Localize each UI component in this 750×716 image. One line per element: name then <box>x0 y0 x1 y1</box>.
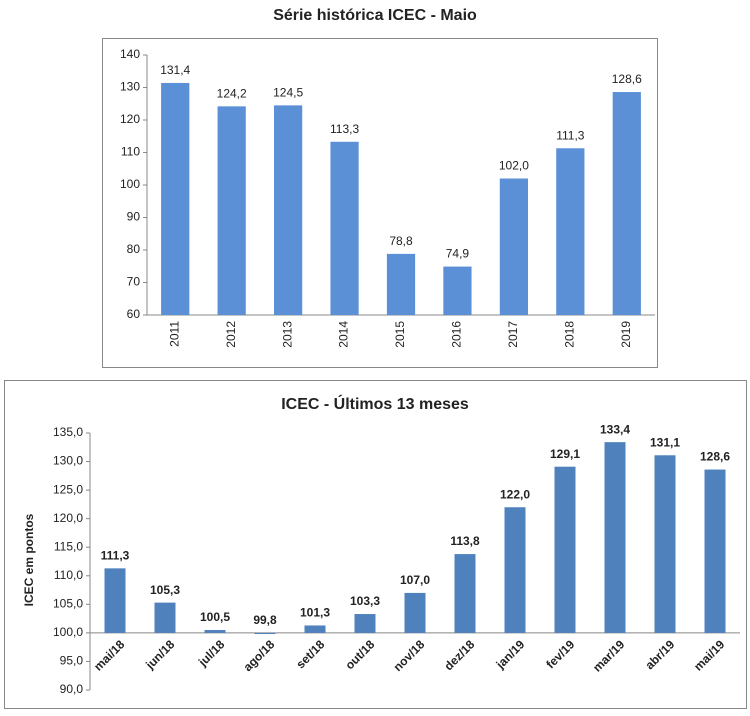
bar <box>404 592 426 633</box>
y-tick-label: 120,0 <box>53 511 83 525</box>
x-tick-label: 2017 <box>506 321 520 348</box>
value-label: 103,3 <box>350 594 380 608</box>
value-label: 129,1 <box>550 447 580 461</box>
value-label: 111,3 <box>556 128 585 142</box>
bar <box>154 602 176 633</box>
value-label: 131,1 <box>650 435 680 449</box>
value-label: 74,9 <box>446 247 470 261</box>
y-tick-label: 95,0 <box>60 654 84 668</box>
x-tick-label: 2014 <box>337 321 351 348</box>
bar <box>654 455 676 633</box>
value-label: 99,8 <box>253 613 277 627</box>
chart-title: ICEC - Últimos 13 meses <box>281 394 469 413</box>
y-axis-label: ICEC em pontos <box>22 513 36 606</box>
value-label: 102,0 <box>499 159 529 173</box>
bar <box>556 148 585 315</box>
y-tick-label: 130,0 <box>53 454 83 468</box>
bar <box>104 568 126 633</box>
value-label: 128,6 <box>700 450 730 464</box>
value-label: 124,5 <box>273 86 303 100</box>
x-tick-label: 2013 <box>280 321 294 348</box>
bar <box>217 106 246 315</box>
y-tick-label: 120 <box>120 112 140 126</box>
y-tick-label: 90,0 <box>60 682 84 696</box>
y-tick-label: 90 <box>127 210 141 224</box>
chart-title: Série histórica ICEC - Maio <box>273 7 477 24</box>
x-tick-label: 2012 <box>224 321 238 348</box>
bar <box>612 92 641 315</box>
y-tick-label: 130 <box>120 80 140 94</box>
value-label: 133,4 <box>600 422 630 436</box>
y-tick-label: 125,0 <box>53 482 83 496</box>
bar <box>454 554 476 633</box>
value-label: 128,6 <box>612 72 642 86</box>
bar <box>554 466 576 633</box>
x-tick-label: 2016 <box>450 321 464 348</box>
y-tick-label: 105,0 <box>53 597 83 611</box>
y-tick-label: 80 <box>127 242 141 256</box>
bar <box>354 614 376 633</box>
value-label: 105,3 <box>150 583 180 597</box>
value-label: 107,0 <box>400 573 430 587</box>
value-label: 111,3 <box>101 549 130 563</box>
value-label: 100,5 <box>200 610 230 624</box>
bar <box>274 105 303 315</box>
y-tick-label: 110 <box>121 145 140 159</box>
x-tick-label: 2018 <box>563 321 577 348</box>
bar <box>499 178 528 315</box>
x-tick-label: 2019 <box>619 321 633 348</box>
bar <box>204 630 226 633</box>
chart-frame <box>4 380 747 709</box>
y-tick-label: 110,0 <box>54 568 83 582</box>
y-tick-label: 115,0 <box>54 539 83 553</box>
y-tick-label: 100,0 <box>53 625 83 639</box>
value-label: 78,8 <box>389 234 413 248</box>
bar <box>304 625 326 633</box>
bar <box>504 507 526 633</box>
y-tick-label: 135,0 <box>53 425 83 439</box>
value-label: 113,3 <box>330 122 359 136</box>
value-label: 124,2 <box>217 87 247 101</box>
bar <box>254 632 276 635</box>
value-label: 101,3 <box>300 606 330 620</box>
value-label: 131,4 <box>160 63 190 77</box>
value-label: 122,0 <box>500 487 530 501</box>
bar <box>330 141 359 315</box>
x-tick-label: 2015 <box>393 321 407 348</box>
bar <box>386 253 416 315</box>
y-tick-label: 70 <box>127 275 141 289</box>
bar <box>704 469 726 633</box>
y-tick-label: 60 <box>127 307 141 321</box>
y-tick-label: 100 <box>120 177 140 191</box>
bar <box>604 442 626 633</box>
bar <box>161 82 190 315</box>
value-label: 113,8 <box>450 534 480 548</box>
bar <box>443 266 472 315</box>
x-tick-label: 2011 <box>167 321 181 347</box>
y-tick-label: 140 <box>120 47 140 61</box>
